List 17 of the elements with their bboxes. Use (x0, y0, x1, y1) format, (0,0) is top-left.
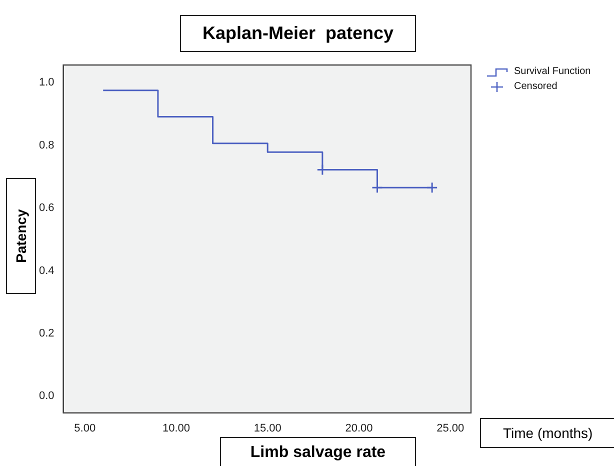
chart-title: Kaplan-Meier patency (180, 15, 416, 52)
legend-label: Survival Function (514, 66, 591, 77)
x-tick-label: 20.00 (345, 422, 373, 434)
y-tick-label: 0.8 (38, 139, 54, 152)
x-tick-label: 25.00 (436, 422, 464, 434)
y-tick-label: 1.0 (38, 76, 54, 89)
y-axis-title: Patency (13, 209, 30, 263)
x-tick-label: 5.00 (74, 422, 96, 434)
x-tick-label: 15.00 (254, 422, 282, 434)
y-tick-label: 0.2 (38, 327, 54, 340)
y-tick-label: 0.4 (38, 264, 54, 277)
text: Time (months) (480, 418, 614, 448)
legend-label: Censored (514, 81, 558, 92)
x-tick-label: 10.00 (162, 422, 190, 434)
y-tick-label: 0.6 (38, 202, 54, 214)
y-tick-label: 0.0 (38, 390, 54, 402)
x-axis-title: Limb salvage rate (220, 437, 416, 466)
